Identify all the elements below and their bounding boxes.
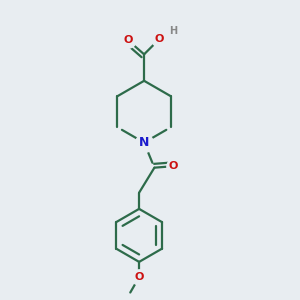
Text: O: O	[155, 34, 164, 44]
Text: O: O	[123, 35, 133, 45]
Text: H: H	[169, 26, 177, 36]
Text: O: O	[134, 272, 144, 282]
Text: N: N	[139, 136, 149, 149]
Text: O: O	[169, 161, 178, 171]
